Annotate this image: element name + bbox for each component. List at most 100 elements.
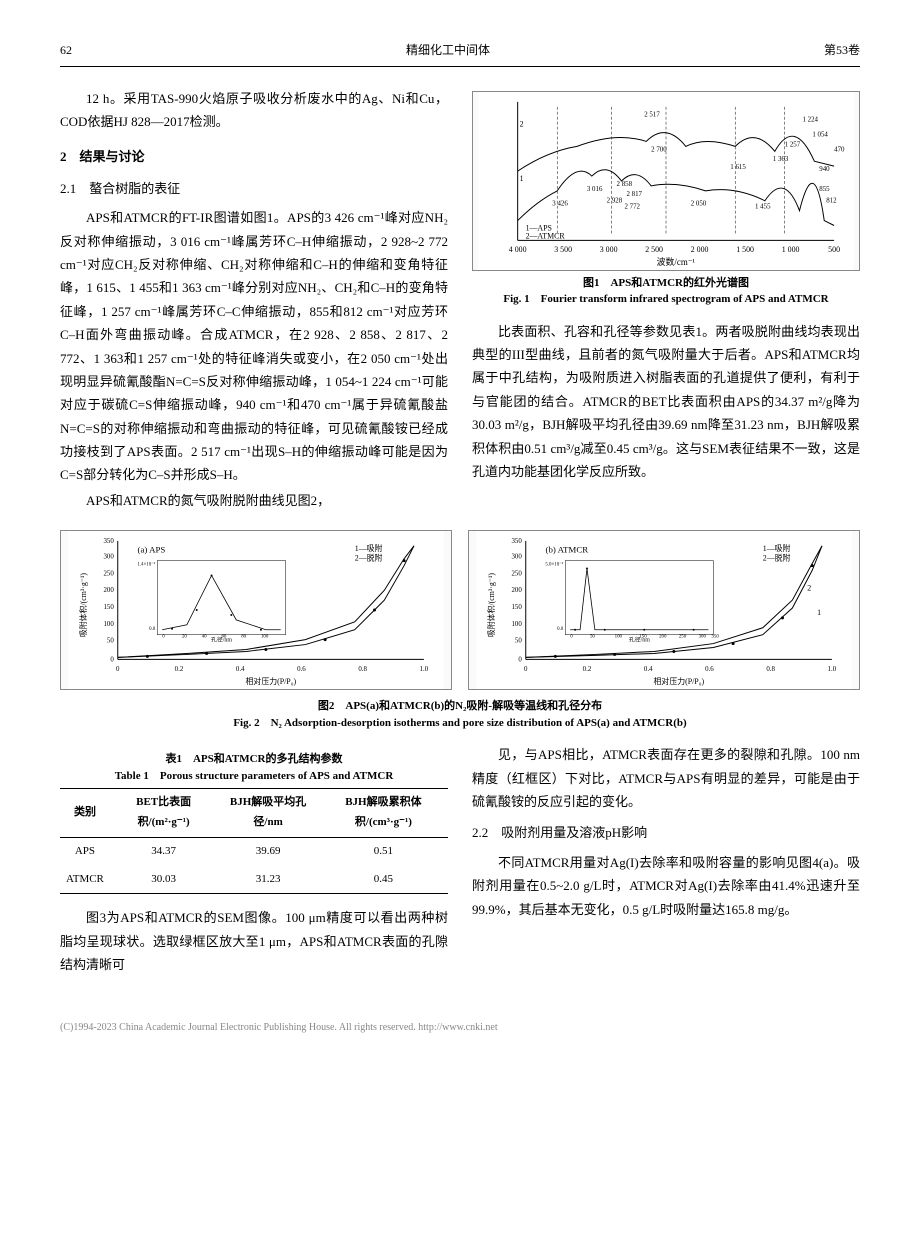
- svg-text:1 455: 1 455: [755, 203, 771, 210]
- svg-text:0.6: 0.6: [705, 666, 714, 673]
- table1-title: 表1 APS和ATMCR的多孔结构参数 Table 1 Porous struc…: [60, 751, 448, 784]
- svg-text:2 928: 2 928: [607, 197, 623, 204]
- svg-text:0.0: 0.0: [557, 627, 564, 632]
- svg-text:0.8: 0.8: [766, 666, 775, 673]
- svg-text:(a) APS: (a) APS: [138, 545, 166, 555]
- lower-right-column: 见，与APS相比，ATMCR表面存在更多的裂隙和孔隙。100 nm精度（红框区）…: [472, 743, 860, 978]
- svg-text:0: 0: [110, 657, 114, 664]
- fig1-svg: 4 000 3 500 3 000 2 500 2 000 1 500 1 00…: [473, 92, 859, 270]
- table-header-row: 类别 BET比表面积/(m²·g⁻¹) BJH解吸平均孔径/nm BJH解吸累积…: [60, 789, 448, 838]
- svg-text:350: 350: [711, 635, 719, 640]
- table-row: APS 34.37 39.69 0.51: [60, 837, 448, 865]
- svg-text:3 016: 3 016: [587, 185, 603, 192]
- svg-text:200: 200: [103, 587, 114, 594]
- svg-text:2 000: 2 000: [691, 245, 709, 254]
- svg-text:3 426: 3 426: [552, 200, 568, 207]
- svg-text:2 858: 2 858: [617, 181, 633, 188]
- svg-text:2: 2: [520, 119, 524, 128]
- svg-text:1.0: 1.0: [420, 666, 429, 673]
- svg-text:2: 2: [807, 583, 811, 592]
- svg-text:60: 60: [221, 635, 226, 640]
- table-1: 类别 BET比表面积/(m²·g⁻¹) BJH解吸平均孔径/nm BJH解吸累积…: [60, 788, 448, 894]
- table-row: ATMCR 30.03 31.23 0.45: [60, 866, 448, 894]
- fig1-caption: 图1 APS和ATMCR的红外光谱图 Fig. 1 Fourier transf…: [472, 275, 860, 308]
- para-methods-end: 12 h。采用TAS-990火焰原子吸收分析废水中的Ag、Ni和Cu，COD依据…: [60, 87, 448, 134]
- svg-text:500: 500: [828, 245, 840, 254]
- svg-text:100: 100: [103, 621, 114, 628]
- svg-text:50: 50: [515, 638, 522, 645]
- subsection-2-1: 2.1 螯合树脂的表征: [60, 177, 448, 200]
- svg-text:0.6: 0.6: [297, 666, 306, 673]
- th-category: 类别: [60, 789, 110, 838]
- svg-text:470: 470: [834, 146, 845, 153]
- figure-1: 4 000 3 500 3 000 2 500 2 000 1 500 1 00…: [472, 91, 860, 271]
- svg-text:0.0: 0.0: [149, 627, 156, 632]
- svg-text:250: 250: [103, 571, 114, 578]
- svg-text:100: 100: [615, 635, 623, 640]
- svg-text:200: 200: [659, 635, 667, 640]
- fig2-caption: 图2 APS(a)和ATMCR(b)的N₂吸附-解吸等温线和孔径分布 Fig. …: [60, 698, 860, 731]
- svg-text:1 500: 1 500: [736, 245, 754, 254]
- svg-text:0: 0: [116, 666, 120, 673]
- svg-text:300: 300: [699, 635, 707, 640]
- journal-title: 精细化工中间体: [406, 40, 490, 62]
- table1-title-cn: 表1 APS和ATMCR的多孔结构参数: [60, 751, 448, 768]
- fig2b-svg: (b) ATMCR 1—吸附 2—脱附 0 50 100 150 200 250…: [469, 531, 859, 689]
- svg-text:150: 150: [511, 604, 522, 611]
- svg-text:2 700: 2 700: [651, 146, 667, 153]
- figure-2a: (a) APS 1—吸附 2—脱附 0 50 100 150 200 250 3…: [60, 530, 452, 690]
- svg-text:1 257: 1 257: [785, 141, 801, 148]
- svg-text:812: 812: [826, 197, 837, 204]
- para-sem-cont: 见，与APS相比，ATMCR表面存在更多的裂隙和孔隙。100 nm精度（红框区）…: [472, 743, 860, 813]
- svg-text:940: 940: [819, 166, 830, 173]
- svg-text:350: 350: [103, 538, 114, 545]
- svg-text:1.0: 1.0: [828, 666, 837, 673]
- svg-text:1: 1: [817, 608, 821, 617]
- svg-text:80: 80: [241, 635, 246, 640]
- svg-text:1.4×10⁻²: 1.4×10⁻²: [137, 562, 155, 568]
- svg-text:1 000: 1 000: [782, 245, 800, 254]
- th-bjh-vol: BJH解吸累积体积/(cm³·g⁻¹): [319, 789, 448, 838]
- svg-text:(b) ATMCR: (b) ATMCR: [546, 545, 589, 555]
- svg-text:2 772: 2 772: [624, 203, 640, 210]
- lower-columns: 表1 APS和ATMCR的多孔结构参数 Table 1 Porous struc…: [60, 743, 860, 978]
- table1-title-en: Table 1 Porous structure parameters of A…: [60, 768, 448, 785]
- volume-label: 第53卷: [824, 40, 860, 62]
- svg-text:4 000: 4 000: [509, 245, 527, 254]
- lower-left-column: 表1 APS和ATMCR的多孔结构参数 Table 1 Porous struc…: [60, 743, 448, 978]
- svg-text:50: 50: [590, 635, 595, 640]
- svg-text:350: 350: [511, 538, 522, 545]
- fig2-row: (a) APS 1—吸附 2—脱附 0 50 100 150 200 250 3…: [60, 526, 860, 694]
- svg-text:250: 250: [511, 571, 522, 578]
- para-bet: 比表面积、孔容和孔径等参数见表1。两者吸脱附曲线均表现出典型的III型曲线，且前…: [472, 320, 860, 484]
- svg-text:吸附体积/(cm³·g⁻¹): 吸附体积/(cm³·g⁻¹): [486, 573, 496, 637]
- left-column: 12 h。采用TAS-990火焰原子吸收分析废水中的Ag、Ni和Cu，COD依据…: [60, 87, 448, 515]
- svg-text:40: 40: [202, 635, 207, 640]
- svg-text:1 615: 1 615: [730, 164, 746, 171]
- svg-text:855: 855: [819, 185, 830, 192]
- svg-text:1: 1: [520, 174, 524, 183]
- page-number-left: 62: [60, 40, 72, 62]
- fig1-caption-cn: 图1 APS和ATMCR的红外光谱图: [472, 275, 860, 292]
- figure-2b: (b) ATMCR 1—吸附 2—脱附 0 50 100 150 200 250…: [468, 530, 860, 690]
- svg-text:1—吸附: 1—吸附: [763, 543, 791, 553]
- para-dosage: 不同ATMCR用量对Ag(I)去除率和吸附容量的影响见图4(a)。吸附剂用量在0…: [472, 851, 860, 921]
- svg-text:吸附体积/(cm³·g⁻¹): 吸附体积/(cm³·g⁻¹): [78, 573, 88, 637]
- svg-text:0: 0: [518, 657, 522, 664]
- svg-text:2 050: 2 050: [691, 200, 707, 207]
- svg-text:1—吸附: 1—吸附: [355, 543, 383, 553]
- svg-text:1 054: 1 054: [812, 131, 828, 138]
- svg-text:波数/cm⁻¹: 波数/cm⁻¹: [657, 256, 696, 267]
- figure-2-block: (a) APS 1—吸附 2—脱附 0 50 100 150 200 250 3…: [60, 526, 860, 731]
- svg-text:2—脱附: 2—脱附: [355, 553, 383, 563]
- page-header: 62 精细化工中间体 第53卷: [60, 40, 860, 67]
- section-2-head: 2 结果与讨论: [60, 145, 448, 168]
- svg-text:0.8: 0.8: [358, 666, 367, 673]
- svg-text:2 500: 2 500: [645, 245, 663, 254]
- fig2-caption-en: Fig. 2 N₂ Adsorption-desorption isotherm…: [60, 715, 860, 732]
- th-bet: BET比表面积/(m²·g⁻¹): [110, 789, 217, 838]
- svg-text:相对压力(P/P₀): 相对压力(P/P₀): [654, 676, 705, 686]
- fig1-caption-en: Fig. 1 Fourier transform infrared spectr…: [472, 291, 860, 308]
- th-bjh-pore: BJH解吸平均孔径/nm: [217, 789, 318, 838]
- para-n2-lead: APS和ATMCR的氮气吸附脱附曲线见图2，: [60, 489, 448, 512]
